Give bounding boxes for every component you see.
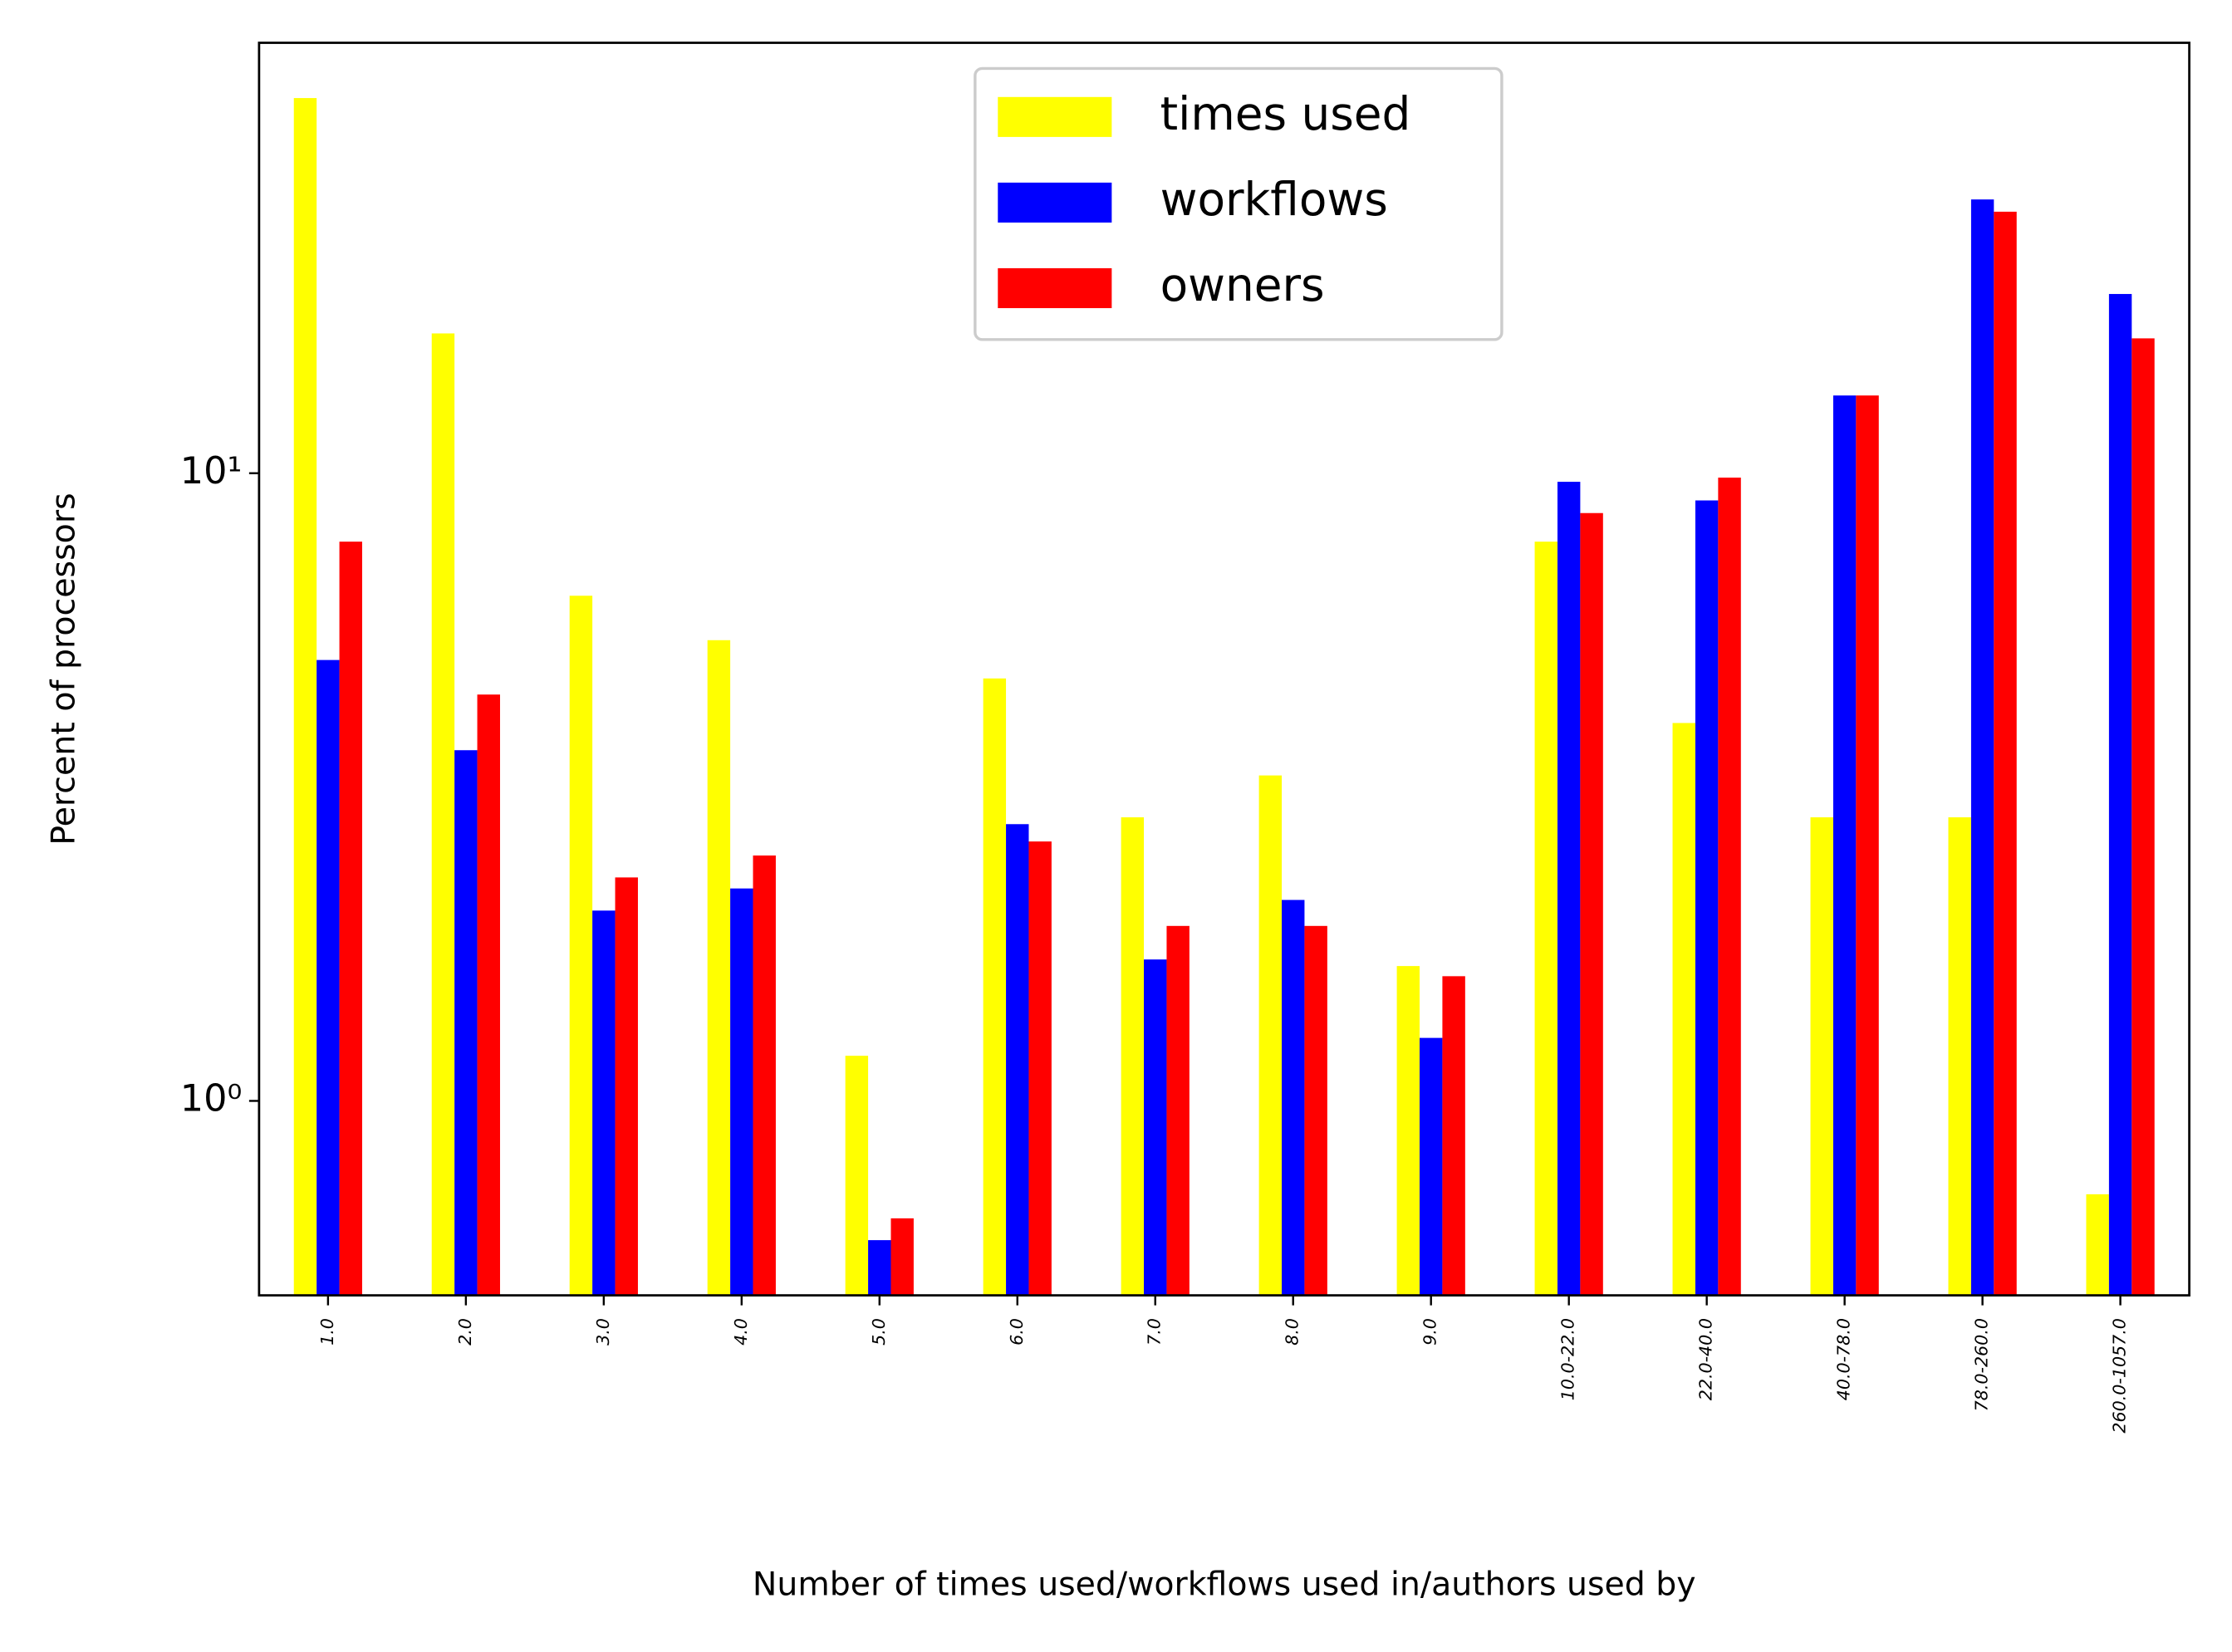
legend-label: workflows <box>1160 173 1388 226</box>
x-tick-label: 22.0-40.0 <box>1696 1318 1716 1400</box>
bar <box>1258 775 1283 1296</box>
y-tick-label: 10⁰ <box>180 1076 243 1120</box>
bar <box>431 333 455 1296</box>
bar <box>707 640 731 1296</box>
y-tick-label: 10¹ <box>180 449 243 493</box>
x-tick-label: 4.0 <box>731 1318 751 1346</box>
x-tick-label: 1.0 <box>317 1318 337 1346</box>
bar <box>1557 482 1581 1296</box>
bar <box>1970 199 1994 1296</box>
bar <box>569 596 593 1296</box>
bar <box>753 855 776 1296</box>
bar <box>983 678 1007 1296</box>
bar <box>1580 512 1603 1296</box>
bar <box>1534 542 1557 1296</box>
bar <box>1144 959 1167 1296</box>
bar <box>1282 900 1305 1296</box>
bar <box>1695 500 1719 1296</box>
x-tick-label: 2.0 <box>455 1318 475 1346</box>
bar <box>477 694 500 1296</box>
bar <box>1718 478 1741 1296</box>
x-tick-label: 7.0 <box>1145 1318 1165 1346</box>
bar <box>1419 1037 1443 1296</box>
x-tick-label: 78.0-260.0 <box>1972 1318 1992 1411</box>
bar <box>730 888 753 1296</box>
bar <box>293 98 317 1296</box>
x-axis-label: Number of times used/workflows used in/a… <box>753 1565 1696 1603</box>
bar <box>454 750 478 1296</box>
bar <box>1304 925 1327 1296</box>
bar <box>2086 1194 2109 1296</box>
bar <box>1948 817 1971 1296</box>
bar <box>845 1056 869 1296</box>
bar <box>1810 817 1833 1296</box>
bar <box>868 1240 891 1296</box>
x-tick-label: 40.0-78.0 <box>1834 1318 1854 1400</box>
x-tick-label: 10.0-22.0 <box>1558 1318 1578 1400</box>
x-tick-label: 3.0 <box>593 1318 613 1346</box>
x-tick-label: 9.0 <box>1420 1318 1440 1346</box>
y-axis-label: Percent of processors <box>44 493 82 845</box>
bar <box>1832 395 1857 1296</box>
legend-label: owners <box>1160 258 1325 311</box>
plot-frame <box>258 42 2190 1297</box>
bar <box>1006 824 1029 1296</box>
bar <box>1166 925 1190 1296</box>
bar <box>1856 395 1879 1296</box>
x-tick-label: 6.0 <box>1007 1318 1027 1346</box>
bar <box>1994 211 2017 1296</box>
bar <box>1442 976 1465 1296</box>
x-tick-label: 8.0 <box>1283 1318 1302 1346</box>
legend-swatch <box>998 96 1112 137</box>
bar <box>592 910 616 1296</box>
legend-label: times used <box>1160 87 1411 140</box>
legend-swatch <box>998 182 1112 223</box>
legend-swatch <box>998 267 1112 309</box>
bar <box>1028 841 1052 1296</box>
bar <box>615 877 638 1296</box>
bar <box>1672 723 1695 1296</box>
bar <box>1121 817 1145 1296</box>
bar <box>339 542 363 1296</box>
x-tick-label: 260.0-1057.0 <box>2110 1318 2130 1434</box>
bar <box>316 659 340 1296</box>
bar <box>1396 966 1420 1296</box>
x-tick-label: 5.0 <box>869 1318 889 1346</box>
bar <box>2131 338 2155 1296</box>
bar <box>890 1218 914 1296</box>
bar <box>2108 293 2132 1296</box>
